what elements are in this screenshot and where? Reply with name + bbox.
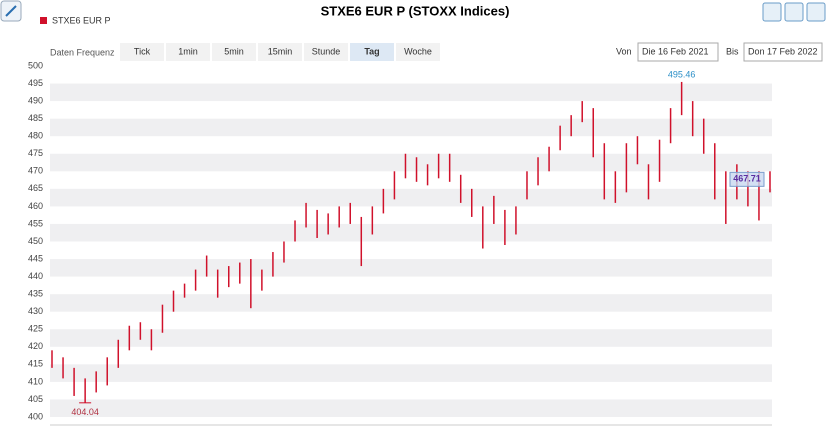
frequency-button[interactable] [350, 43, 394, 61]
y-tick-label: 460 [28, 201, 43, 211]
grid-band [50, 188, 772, 207]
last-price-box [729, 171, 765, 187]
grid-band [50, 259, 772, 277]
grid-band [50, 83, 772, 102]
from-date: Die 16 Feb 2021 [642, 46, 709, 56]
frequency-button[interactable] [212, 43, 256, 61]
frequency-button-label: 15min [268, 46, 293, 56]
frequency-button-label: Woche [404, 46, 432, 56]
y-tick-label: 500 [28, 60, 43, 70]
from-label: Von [616, 46, 632, 56]
frequency-button-label: Tick [134, 46, 151, 56]
grid-band [50, 223, 772, 242]
y-tick-label: 450 [28, 236, 43, 246]
frequency-button[interactable] [258, 43, 302, 61]
toolbar-icons[interactable] [762, 2, 826, 22]
toolbar-label: Daten Frequenz [50, 47, 115, 57]
frequency-button[interactable] [166, 43, 210, 61]
frequency-button[interactable] [304, 43, 348, 61]
grid-band [50, 118, 772, 137]
frequency-button[interactable] [120, 43, 164, 61]
y-tick-label: 455 [28, 218, 43, 228]
y-tick-label: 420 [28, 341, 43, 351]
y-tick-label: 475 [28, 148, 43, 158]
chart-title: STXE6 EUR P (STOXX Indices) [321, 3, 510, 18]
edit-icon[interactable] [0, 0, 22, 22]
grid-band [50, 329, 772, 347]
legend-label: STXE6 EUR P [52, 15, 111, 25]
to-label: Bis [726, 46, 739, 56]
y-tick-label: 445 [28, 253, 43, 263]
to-input[interactable] [743, 42, 823, 62]
y-tick-label: 490 [28, 95, 43, 105]
frequency-button-label: 5min [224, 46, 244, 56]
to-date: Don 17 Feb 2022 [748, 46, 818, 56]
frequency-button[interactable] [396, 43, 440, 61]
frequency-button-label: Stunde [312, 46, 341, 56]
max-label: 495.46 [668, 69, 696, 79]
from-input[interactable] [637, 42, 719, 62]
y-tick-label: 400 [28, 411, 43, 421]
legend-swatch [40, 17, 47, 24]
y-tick-label: 430 [28, 306, 43, 316]
last-price-label: 467.71 [733, 174, 761, 184]
grid-band [50, 399, 772, 417]
frequency-button-label: Tag [364, 46, 379, 56]
grid-band [50, 294, 772, 312]
y-tick-label: 410 [28, 376, 43, 386]
y-tick-label: 495 [28, 78, 43, 88]
y-tick-label: 435 [28, 289, 43, 299]
y-tick-label: 465 [28, 183, 43, 193]
grid-band [50, 364, 772, 382]
min-label: 404.04 [71, 407, 99, 417]
y-tick-label: 480 [28, 131, 43, 141]
y-tick-label: 470 [28, 166, 43, 176]
grid-band [50, 153, 772, 172]
y-tick-label: 440 [28, 271, 43, 281]
y-tick-label: 405 [28, 394, 43, 404]
frequency-button-label: 1min [178, 46, 198, 56]
y-tick-label: 425 [28, 324, 43, 334]
y-tick-label: 415 [28, 359, 43, 369]
y-tick-label: 485 [28, 113, 43, 123]
